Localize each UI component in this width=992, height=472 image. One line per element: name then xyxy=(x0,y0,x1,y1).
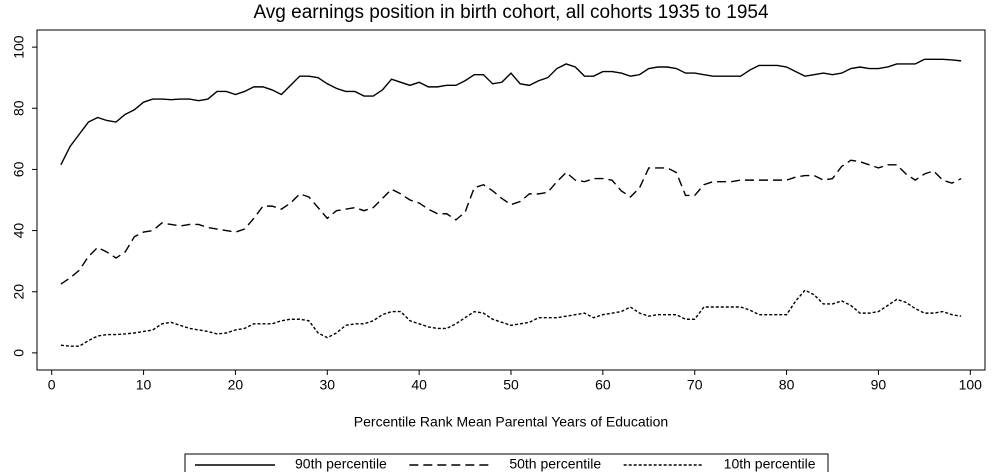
y-tick-label: 0 xyxy=(11,349,27,357)
y-tick-label: 100 xyxy=(11,35,27,59)
x-tick-label: 0 xyxy=(48,377,56,393)
x-tick-label: 50 xyxy=(503,377,519,393)
y-tick-label: 20 xyxy=(11,284,27,300)
x-tick-label: 70 xyxy=(687,377,703,393)
x-tick-label: 20 xyxy=(228,377,244,393)
legend-label: 10th percentile xyxy=(724,456,816,472)
legend-label: 50th percentile xyxy=(509,456,601,472)
data-line xyxy=(60,58,962,166)
x-tick-label: 30 xyxy=(319,377,335,393)
legend-box xyxy=(184,453,829,472)
x-tick-label: 10 xyxy=(136,377,152,393)
x-tick-label: 90 xyxy=(871,377,887,393)
y-tick-label: 80 xyxy=(11,100,27,116)
x-tick-label: 60 xyxy=(595,377,611,393)
y-tick-label: 40 xyxy=(11,223,27,239)
x-tick-label: 80 xyxy=(779,377,795,393)
x-tick-label: 100 xyxy=(959,377,983,393)
x-axis-label: Percentile Rank Mean Parental Years of E… xyxy=(354,414,668,430)
chart-title: Avg earnings position in birth cohort, a… xyxy=(253,2,769,23)
plot-frame xyxy=(36,29,986,371)
data-line xyxy=(60,159,962,285)
x-tick-label: 40 xyxy=(411,377,427,393)
legend-label: 90th percentile xyxy=(295,456,387,472)
y-tick-label: 60 xyxy=(11,161,27,177)
data-line xyxy=(60,289,962,347)
